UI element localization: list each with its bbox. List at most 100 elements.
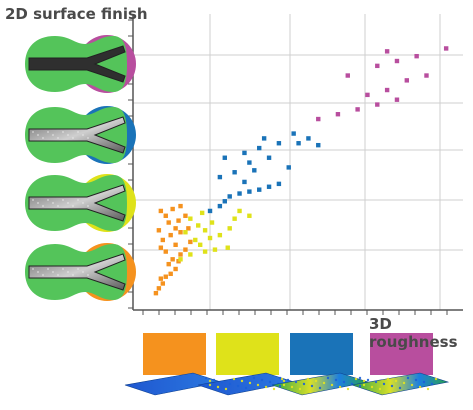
scatter-point-magenta (316, 116, 321, 122)
scatter-point-magenta (394, 97, 400, 102)
scatter-point-yellow (193, 237, 198, 243)
scatter-point-yellow (247, 213, 252, 218)
scatter-point-orange (158, 245, 164, 250)
scatter-point-orange (153, 290, 159, 296)
scatter-point-yellow (207, 235, 213, 241)
scatter-point-orange (173, 242, 178, 247)
scatter-point-blue (232, 170, 237, 175)
scatter-point-orange (188, 239, 193, 245)
surface-map-magenta (351, 333, 450, 396)
scatter-point-magenta (424, 73, 429, 78)
scatter-point-blue (261, 136, 267, 141)
scatter-point-orange (163, 274, 168, 279)
scatter-points (153, 46, 449, 296)
scatter-point-blue (316, 142, 321, 148)
scatter-point-blue (257, 187, 262, 192)
chart-axes (128, 14, 463, 315)
scatter-point-orange (183, 247, 188, 252)
scatter-point-orange (176, 218, 181, 223)
scatter-point-blue (276, 181, 282, 187)
scatter-point-yellow (237, 208, 242, 214)
scatter-point-orange (163, 249, 168, 254)
scatter-point-magenta (355, 107, 360, 112)
scatter-point-blue (237, 191, 242, 196)
scatter-point-blue (266, 184, 272, 189)
scatter-point-blue (222, 155, 227, 160)
scatter-point-yellow (202, 249, 208, 254)
scatter-point-blue (217, 203, 223, 209)
scatter-point-yellow (197, 242, 203, 247)
scatter-point-blue (227, 194, 232, 199)
surface-map-yellow (197, 333, 296, 396)
scatter-point-magenta (443, 46, 449, 51)
scatter-point-yellow (217, 232, 223, 238)
scatter-point-blue (252, 168, 257, 173)
scatter-point-yellow (225, 245, 230, 250)
scatter-point-blue (207, 208, 213, 214)
scatter-point-orange (156, 286, 162, 291)
scatter-point-yellow (209, 220, 215, 225)
scatter-point-yellow (199, 210, 205, 216)
scatter-point-orange (166, 261, 171, 267)
scatter-point-blue (266, 155, 272, 160)
scatter-point-orange (160, 281, 166, 286)
channel-micrograph-blue (25, 106, 136, 164)
scatter-point-blue (242, 150, 247, 156)
channel-micrograph-yellow (25, 174, 136, 232)
scatter-point-yellow (188, 252, 193, 257)
surface-map-blue (271, 333, 370, 396)
scatter-point-orange (156, 228, 162, 233)
scatter-point-magenta (404, 78, 410, 83)
scatter-point-yellow (232, 216, 237, 221)
scatter-point-blue (276, 141, 282, 146)
surface-panels (124, 333, 450, 396)
scatter-point-orange (183, 213, 188, 218)
scatter-point-blue (296, 141, 301, 146)
scatter-point-yellow (178, 257, 183, 262)
y-axis-title: 2D surface finish (5, 5, 148, 23)
scatter-point-orange (173, 226, 178, 231)
scatter-point-orange (186, 226, 191, 231)
scatter-point-blue (217, 174, 223, 180)
scatter-point-yellow (183, 230, 188, 235)
scatter-point-orange (163, 213, 168, 218)
scatter-point-blue (306, 136, 311, 141)
scatter-point-yellow (196, 223, 201, 228)
scatter-point-blue (291, 131, 296, 136)
scatter-point-orange (173, 266, 178, 272)
surface-map-orange (124, 333, 223, 396)
scatter-point-magenta (384, 87, 390, 93)
scatter-point-yellow (188, 216, 193, 221)
scatter-point-magenta (375, 63, 380, 69)
scatter-point-yellow (212, 247, 218, 252)
scatter-point-orange (170, 257, 175, 262)
scatter-point-yellow (227, 226, 232, 231)
scatter-point-orange (166, 220, 171, 225)
channel-micrograph-orange (25, 243, 136, 301)
scatter-point-orange (160, 237, 166, 243)
scatter-point-blue (286, 165, 291, 170)
scatter-point-blue (222, 199, 227, 204)
scatter-point-orange (170, 206, 175, 212)
scatter-point-blue (257, 145, 262, 151)
scatter-point-orange (168, 232, 173, 238)
scatter-point-orange (158, 208, 164, 214)
scatter-point-orange (158, 276, 164, 281)
scatter-point-orange (168, 271, 173, 277)
scatter-point-blue (242, 179, 247, 185)
scatter-point-magenta (345, 73, 350, 78)
scatter-point-magenta (394, 58, 400, 64)
scatter-point-magenta (365, 92, 370, 98)
x-axis-title: 3D roughness (369, 315, 458, 351)
scatter-point-magenta (384, 49, 390, 54)
scatter-point-magenta (375, 102, 380, 107)
channel-micrograph-magenta (25, 35, 136, 93)
scatter-point-blue (247, 160, 252, 165)
scatter-point-magenta (335, 112, 341, 117)
micrograph-panels (25, 35, 136, 301)
scatter-point-blue (247, 189, 252, 194)
scatter-point-orange (178, 252, 183, 257)
scatter-point-magenta (414, 53, 419, 59)
